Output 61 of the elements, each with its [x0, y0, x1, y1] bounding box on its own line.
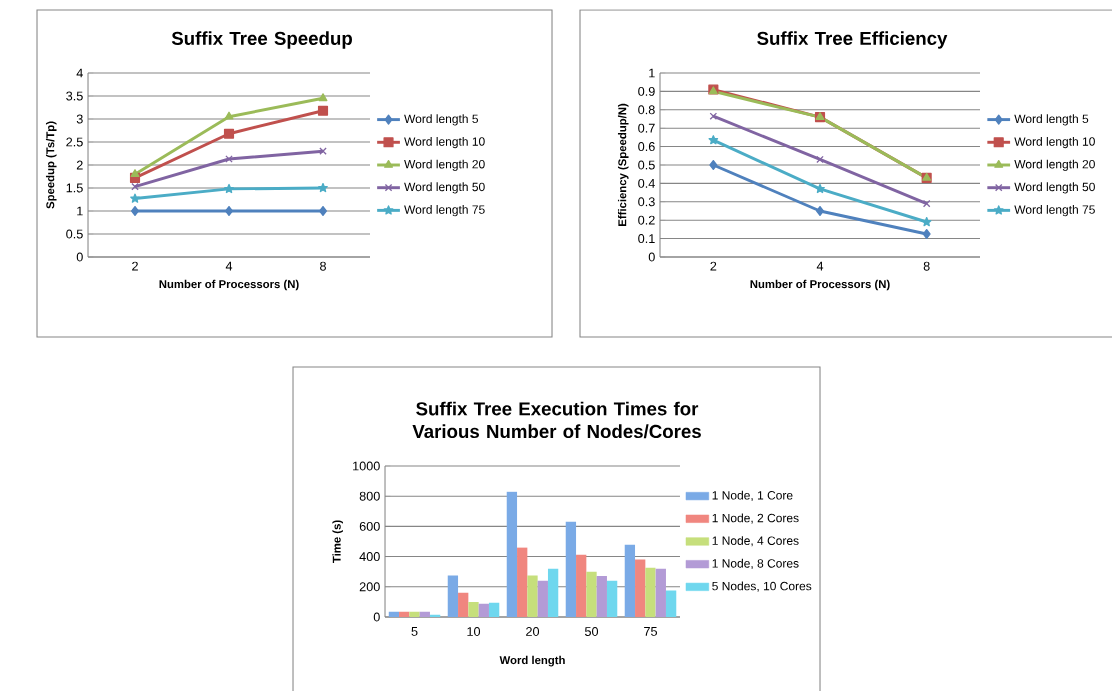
- chart-title: Suffix Tree Efficiency: [757, 31, 948, 49]
- y-tick-label: 0.8: [638, 105, 655, 115]
- chart-title: Suffix Tree Speedup: [171, 31, 352, 49]
- y-tick-label: 3: [76, 114, 83, 124]
- y-tick-label: 2.5: [66, 137, 83, 147]
- x-tick-label: 4: [816, 261, 824, 271]
- x-tick-label: 8: [320, 261, 326, 271]
- legend-label: Word length 5: [1014, 114, 1089, 126]
- y-tick-label: 1000: [353, 461, 380, 471]
- x-tick-label: 20: [526, 627, 540, 636]
- y-tick-label: 400: [359, 552, 380, 562]
- y-tick-label: 1: [77, 206, 83, 216]
- x-tick-label: 5: [411, 627, 418, 636]
- x-axis-title: Number of Processors (N): [159, 279, 299, 291]
- x-tick-label: 8: [923, 261, 930, 271]
- y-tick-label: 4: [76, 68, 83, 78]
- legend-label: Word length 75: [1014, 205, 1095, 217]
- y-tick-label: 0: [76, 252, 83, 262]
- y-tick-label: 0.7: [638, 123, 655, 133]
- y-axis-title: Speedup (Ts/Tp): [45, 121, 57, 209]
- legend-label: Word length 20: [404, 159, 485, 171]
- legend-label: Word length 50: [1014, 182, 1095, 194]
- y-tick-label: 0: [648, 252, 655, 262]
- x-tick-label: 50: [584, 627, 599, 636]
- x-axis-title: Word length: [499, 655, 565, 667]
- chart-title: Suffix Tree Execution Times for Various Number of Nodes/Cores: [412, 401, 701, 439]
- x-tick-label: 10: [467, 627, 481, 636]
- y-axis-title: Efficiency (Speedup/N): [617, 103, 629, 226]
- legend-label: Word length 10: [1014, 136, 1095, 149]
- y-tick-label: 200: [359, 582, 380, 592]
- y-tick-label: 800: [359, 491, 380, 501]
- legend-label: 1 Node, 8 Cores: [712, 558, 799, 570]
- x-tick-label: 75: [644, 627, 658, 636]
- y-tick-label: 600: [359, 521, 380, 531]
- y-tick-label: 3.5: [66, 91, 83, 101]
- x-axis-title: Number of Processors (N): [750, 279, 890, 291]
- y-tick-label: 0.9: [638, 86, 655, 96]
- y-tick-label: 2: [76, 160, 83, 170]
- y-tick-label: 0.5: [638, 160, 655, 170]
- y-tick-label: 0: [373, 612, 380, 622]
- legend-label: Word length 10: [404, 136, 485, 149]
- y-tick-label: 0.4: [638, 178, 655, 188]
- y-tick-label: 0.5: [66, 229, 83, 239]
- legend-label: Word length 5: [404, 114, 479, 126]
- y-tick-label: 0.3: [638, 197, 655, 207]
- y-axis-title: Time (s): [332, 520, 343, 563]
- x-tick-label: 2: [710, 261, 717, 271]
- legend-label: 1 Node, 1 Core: [712, 490, 793, 501]
- legend-label: 1 Node, 2 Cores: [712, 513, 799, 524]
- y-tick-label: 0.1: [638, 234, 655, 244]
- x-tick-label: 4: [225, 261, 233, 271]
- legend-label: Word length 75: [404, 205, 485, 217]
- y-tick-label: 1: [649, 68, 655, 78]
- x-tick-label: 2: [132, 261, 138, 271]
- y-tick-label: 0.2: [638, 215, 655, 225]
- legend-label: 5 Nodes, 10 Cores: [712, 581, 812, 592]
- y-tick-label: 0.6: [638, 142, 655, 152]
- legend-label: Word length 20: [1014, 159, 1095, 171]
- legend-label: 1 Node, 4 Cores: [712, 536, 799, 547]
- y-tick-label: 1.5: [66, 183, 83, 193]
- legend-label: Word length 50: [404, 182, 485, 194]
